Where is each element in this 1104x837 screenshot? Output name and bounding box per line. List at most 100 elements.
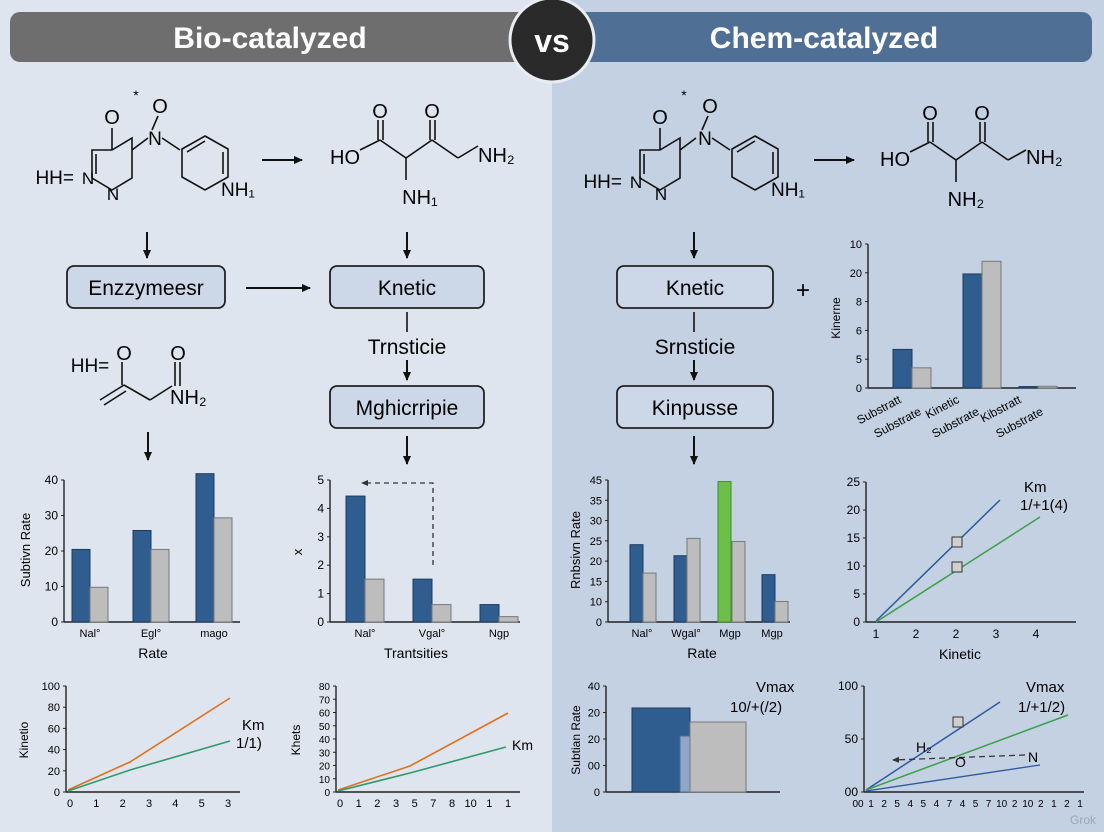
line-green <box>67 740 231 792</box>
x-tick-label: 4 <box>1033 627 1040 641</box>
header-left-title: Bio-catalyzed <box>173 22 366 55</box>
bar-blue <box>71 548 91 623</box>
x-tick-label: 10 <box>996 799 1008 810</box>
y-axis-label: Khets <box>289 725 303 756</box>
y-tick-label: 00 <box>588 761 600 773</box>
x-category-label: Nal° <box>632 628 653 640</box>
y-tick-label: 00 <box>845 785 859 799</box>
y-tick-label: 60 <box>319 709 331 720</box>
label-trnsticie: Trnsticie <box>368 336 447 359</box>
n-label: N <box>1028 749 1038 765</box>
x-tick-label: 7 <box>430 798 436 810</box>
bar-blue <box>673 555 688 623</box>
y-tick-label: 0 <box>54 787 60 799</box>
h2-label: H₂ <box>916 739 932 755</box>
y-axis-label: Kinetio <box>17 721 31 758</box>
y-tick-label: 10 <box>590 597 602 609</box>
o-label: O <box>955 754 966 770</box>
box-kinpusse <box>616 385 774 429</box>
y-tick-label: 20 <box>588 708 600 720</box>
x-tick-label: 1 <box>873 627 880 641</box>
x-tick-label: 5 <box>199 798 205 810</box>
y-tick-label: 20 <box>590 556 602 568</box>
x-tick-label: 8 <box>449 798 455 810</box>
bar-blue <box>479 604 500 623</box>
annotation-km: Km <box>242 717 265 734</box>
right-mol2-o2: O <box>974 103 990 125</box>
x-tick-label: 5 <box>894 799 900 810</box>
left-mol1-hh: HH= <box>35 168 74 189</box>
y-tick-label: 5 <box>856 354 862 366</box>
x-tick-label: 10 <box>465 798 477 810</box>
y-tick-label: 30 <box>590 516 602 528</box>
bar-gray-large <box>689 721 747 793</box>
dashed-annotation-arrow <box>892 754 1026 763</box>
x-tick-label: 5 <box>921 799 927 810</box>
y-tick-label: 0 <box>594 787 600 799</box>
y-tick-label: 20 <box>48 766 60 778</box>
vs-label: vs <box>534 23 570 59</box>
y-tick-label: 15 <box>847 531 861 545</box>
x-tick-label: 2 <box>1064 799 1070 810</box>
x-tick-label: 2 <box>1012 799 1018 810</box>
right-mol1-o-top: O <box>652 107 668 129</box>
y-axis-label: Subtian Rate <box>569 705 583 775</box>
y-tick-label: 10 <box>847 559 861 573</box>
y-tick-label: 20 <box>45 544 59 558</box>
left-mol2-ho: HO <box>330 147 360 169</box>
x-tick-label: 00 <box>852 799 864 810</box>
line-orange <box>337 712 509 791</box>
x-tick-label: 4 <box>907 799 913 810</box>
y-tick-label: 70 <box>319 695 331 706</box>
box-kinpusse-label: Kinpusse <box>652 397 738 420</box>
y-tick-label: 80 <box>319 682 331 693</box>
x-tick-label: 1 <box>1077 799 1083 810</box>
header-right-bar <box>562 12 1092 62</box>
y-tick-label: 20 <box>850 268 862 280</box>
right-mol1-star: * <box>681 87 687 103</box>
box-enzyme-label: Enzzymeesr <box>88 277 204 300</box>
bar-gray <box>431 604 452 623</box>
x-tick-label: 3 <box>393 798 399 810</box>
left-molecule-2 <box>359 120 479 180</box>
right-mol1-n1: N <box>630 173 642 192</box>
y-axis-label: Rnbsivn Rate <box>568 511 583 589</box>
x-axis-label: Rate <box>687 645 717 661</box>
bar-blue <box>132 529 152 623</box>
left-mol3-hh: HH= <box>71 356 110 377</box>
left-mol2-nh-bottom: NH₁ <box>402 187 438 209</box>
annotation-ratio: 1/1) <box>236 735 262 752</box>
right-molecule-2 <box>909 122 1027 182</box>
y-axis-label: Subtivn Rate <box>18 513 33 587</box>
right-mol1-hh: HH= <box>583 172 622 193</box>
y-tick-label: 25 <box>847 475 861 489</box>
left-molecule-3 <box>99 362 181 406</box>
line-orange <box>67 697 231 791</box>
bar-gray <box>911 367 932 389</box>
bar-gray <box>731 541 746 623</box>
x-axis-label: Kinetic <box>939 646 981 662</box>
line-green <box>337 746 507 792</box>
x-tick-label: 4 <box>172 798 178 810</box>
x-tick-label: 1 <box>356 798 362 810</box>
y-tick-label: 40 <box>48 745 60 757</box>
pyridazine-ring <box>639 136 681 191</box>
y-tick-label: 50 <box>845 732 859 746</box>
right-mol1-n2: N <box>655 185 667 204</box>
bar-blue <box>629 544 644 623</box>
chart-1-bars-subtivn-rate: 0 10 20 30 40 Subtivn Rate Nal° Egl° mago Rate <box>18 473 240 661</box>
bar-blue <box>892 348 913 389</box>
marker-square <box>952 716 964 728</box>
box-kinetic-left-label: Knetic <box>378 277 436 300</box>
y-tick-label: 40 <box>588 681 600 693</box>
marker-square-upper <box>951 536 963 548</box>
x-category-label: Mgp <box>719 628 740 640</box>
y-tick-label: 6 <box>856 325 862 337</box>
annotation-ratio: 1/+1/2) <box>1018 699 1065 716</box>
watermark: Grok <box>1070 813 1097 827</box>
bar-gray <box>213 517 233 623</box>
y-tick-label: 4 <box>317 501 324 515</box>
annotation-ratio: 1/+1(4) <box>1020 497 1068 514</box>
